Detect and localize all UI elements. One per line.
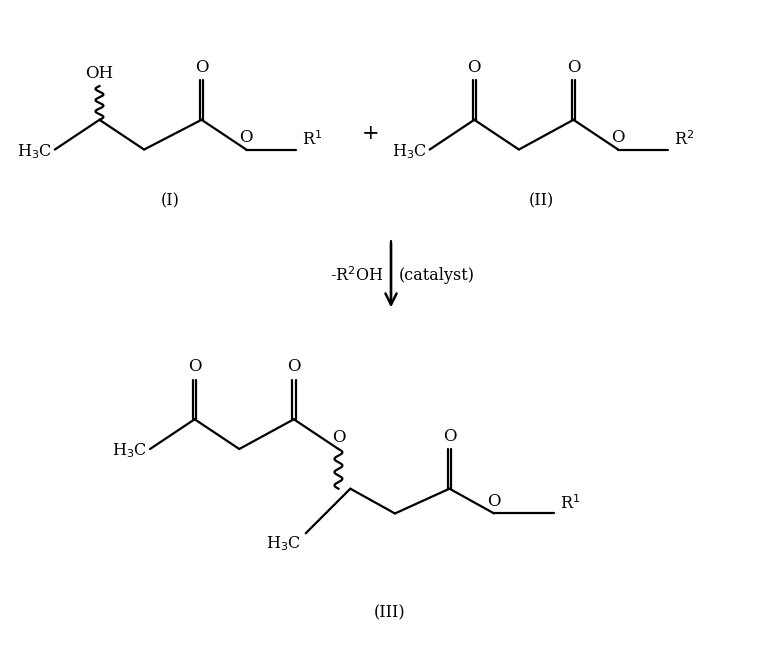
Text: H$_3$C: H$_3$C (17, 142, 52, 161)
Text: (catalyst): (catalyst) (399, 267, 475, 284)
Text: O: O (612, 129, 625, 146)
Text: OH: OH (85, 65, 114, 82)
Text: O: O (188, 358, 201, 375)
Text: (II): (II) (529, 193, 554, 209)
Text: O: O (195, 59, 208, 76)
Text: O: O (332, 429, 345, 446)
Text: R$^1$: R$^1$ (560, 494, 579, 513)
Text: O: O (567, 59, 580, 76)
Text: +: + (362, 124, 379, 143)
Text: -R$^2$OH: -R$^2$OH (330, 266, 383, 285)
Text: (III): (III) (374, 604, 406, 621)
Text: O: O (442, 428, 456, 445)
Text: R$^2$: R$^2$ (673, 130, 694, 149)
Text: H$_3$C: H$_3$C (265, 534, 301, 553)
Text: O: O (240, 129, 253, 146)
Text: H$_3$C: H$_3$C (392, 142, 427, 161)
Text: R$^1$: R$^1$ (301, 130, 322, 149)
Text: O: O (487, 493, 501, 510)
Text: H$_3$C: H$_3$C (112, 442, 147, 460)
Text: (I): (I) (161, 193, 179, 209)
Text: O: O (467, 59, 481, 76)
Text: O: O (287, 358, 301, 375)
